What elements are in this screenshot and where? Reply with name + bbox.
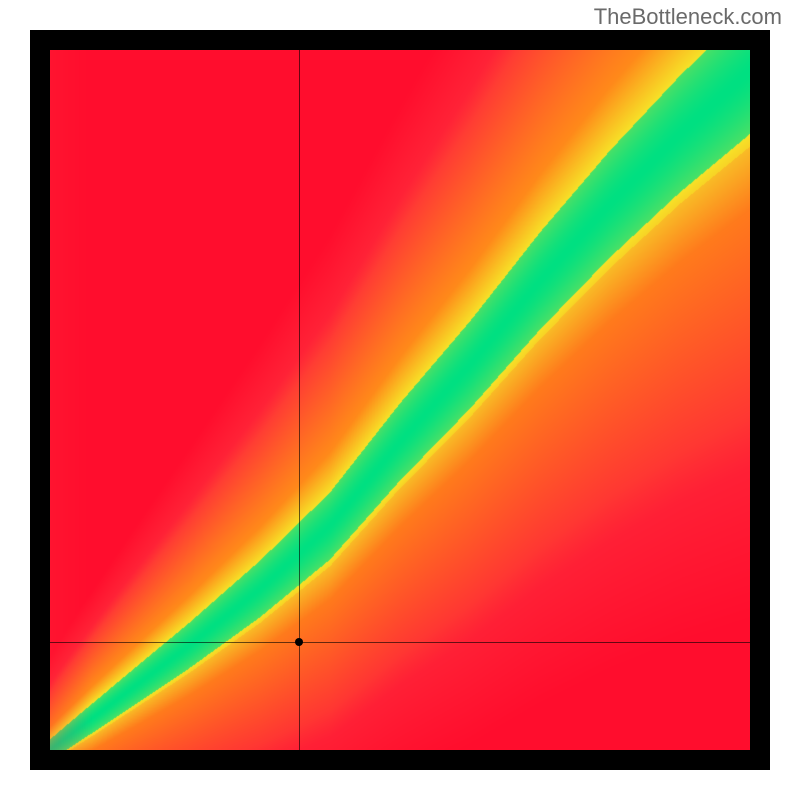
plot-frame — [30, 30, 770, 770]
crosshair-marker — [295, 638, 303, 646]
watermark-text: TheBottleneck.com — [594, 4, 782, 30]
heatmap-canvas — [50, 50, 750, 750]
crosshair-horizontal — [50, 642, 750, 643]
plot-area — [50, 50, 750, 750]
